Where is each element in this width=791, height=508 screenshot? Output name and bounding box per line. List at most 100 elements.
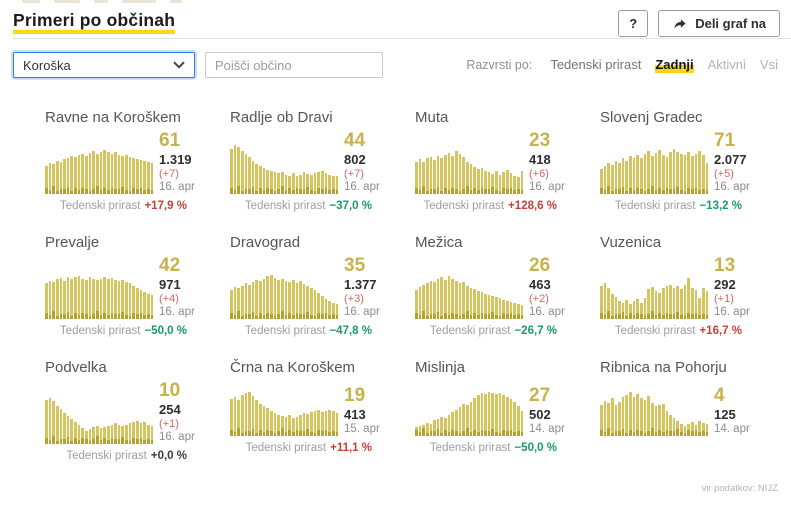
bar[interactable] xyxy=(476,169,480,194)
bar[interactable] xyxy=(415,289,418,319)
bar[interactable] xyxy=(248,284,251,319)
bar[interactable] xyxy=(487,391,491,436)
bar[interactable] xyxy=(495,297,498,319)
bar[interactable] xyxy=(85,430,88,444)
bar[interactable] xyxy=(661,154,665,194)
bar[interactable] xyxy=(143,292,146,319)
bar[interactable] xyxy=(310,412,313,436)
bar[interactable] xyxy=(701,288,705,319)
bar[interactable] xyxy=(335,176,339,194)
bar[interactable] xyxy=(284,417,288,436)
bar[interactable] xyxy=(70,418,74,444)
bar[interactable] xyxy=(473,167,476,194)
sort-option[interactable]: Vsi xyxy=(759,57,778,72)
bar[interactable] xyxy=(291,173,295,194)
bar[interactable] xyxy=(643,153,647,194)
bar[interactable] xyxy=(262,406,266,436)
bar[interactable] xyxy=(636,154,640,194)
bar[interactable] xyxy=(621,158,625,194)
bar[interactable] xyxy=(451,412,455,436)
bar[interactable] xyxy=(473,289,476,319)
bar[interactable] xyxy=(694,154,698,194)
bar[interactable] xyxy=(506,169,509,194)
bar[interactable] xyxy=(495,171,498,194)
bar[interactable] xyxy=(650,156,654,194)
bar[interactable] xyxy=(328,174,331,194)
bar[interactable] xyxy=(447,414,451,436)
bar[interactable] xyxy=(70,279,74,319)
search-input[interactable] xyxy=(205,52,383,78)
bar[interactable] xyxy=(317,171,321,194)
bar[interactable] xyxy=(306,414,310,436)
bar[interactable] xyxy=(647,151,650,194)
bar[interactable] xyxy=(251,282,255,319)
bar[interactable] xyxy=(302,413,306,436)
bar[interactable] xyxy=(59,161,63,194)
bar[interactable] xyxy=(114,423,117,444)
bar[interactable] xyxy=(455,281,458,319)
bar[interactable] xyxy=(70,156,74,194)
bar[interactable] xyxy=(85,280,88,319)
bar[interactable] xyxy=(691,156,694,194)
bar[interactable] xyxy=(636,393,640,436)
bar[interactable] xyxy=(650,403,654,436)
bar[interactable] xyxy=(262,278,266,319)
bar[interactable] xyxy=(66,157,70,194)
bar[interactable] xyxy=(440,157,444,194)
bar[interactable] xyxy=(45,283,48,319)
bar[interactable] xyxy=(520,304,524,319)
bar[interactable] xyxy=(77,424,81,444)
bar[interactable] xyxy=(259,165,262,194)
bar[interactable] xyxy=(106,151,110,194)
bar[interactable] xyxy=(55,405,59,444)
bar[interactable] xyxy=(106,425,110,444)
bar[interactable] xyxy=(440,277,444,319)
bar[interactable] xyxy=(429,157,433,194)
bar[interactable] xyxy=(418,159,422,194)
bar[interactable] xyxy=(683,425,687,436)
bar[interactable] xyxy=(230,399,233,436)
bar[interactable] xyxy=(259,281,262,319)
cases-bar-chart[interactable] xyxy=(600,265,709,319)
bar[interactable] xyxy=(55,160,59,194)
bar[interactable] xyxy=(273,277,277,319)
bar[interactable] xyxy=(610,165,614,194)
bar[interactable] xyxy=(665,286,669,319)
bar[interactable] xyxy=(436,156,440,194)
bar[interactable] xyxy=(88,429,92,444)
bar[interactable] xyxy=(244,154,248,194)
bar[interactable] xyxy=(280,279,284,319)
bar[interactable] xyxy=(484,171,487,194)
bar[interactable] xyxy=(81,278,85,319)
bar[interactable] xyxy=(74,157,77,194)
bar[interactable] xyxy=(63,159,66,194)
bar[interactable] xyxy=(462,403,465,436)
bar[interactable] xyxy=(103,276,106,319)
bar[interactable] xyxy=(614,161,618,194)
bar[interactable] xyxy=(95,425,99,444)
bar[interactable] xyxy=(415,161,418,194)
bar[interactable] xyxy=(230,289,233,319)
bar[interactable] xyxy=(92,279,95,319)
bar[interactable] xyxy=(302,284,306,319)
bar[interactable] xyxy=(498,174,502,194)
bar[interactable] xyxy=(99,427,103,444)
bar[interactable] xyxy=(299,415,302,436)
bar[interactable] xyxy=(462,156,465,194)
bar[interactable] xyxy=(480,292,484,319)
bar[interactable] xyxy=(66,416,70,444)
bar[interactable] xyxy=(110,154,114,194)
cases-bar-chart[interactable] xyxy=(415,382,524,436)
bar[interactable] xyxy=(640,397,643,436)
bar[interactable] xyxy=(607,403,610,436)
bar[interactable] xyxy=(502,394,506,436)
bar[interactable] xyxy=(654,290,658,319)
bar[interactable] xyxy=(251,161,255,194)
bar[interactable] xyxy=(81,428,85,444)
bar[interactable] xyxy=(277,280,280,319)
bar[interactable] xyxy=(425,158,429,194)
bar[interactable] xyxy=(687,277,691,319)
bar[interactable] xyxy=(99,278,103,319)
bar[interactable] xyxy=(447,152,451,194)
bar[interactable] xyxy=(331,302,335,319)
